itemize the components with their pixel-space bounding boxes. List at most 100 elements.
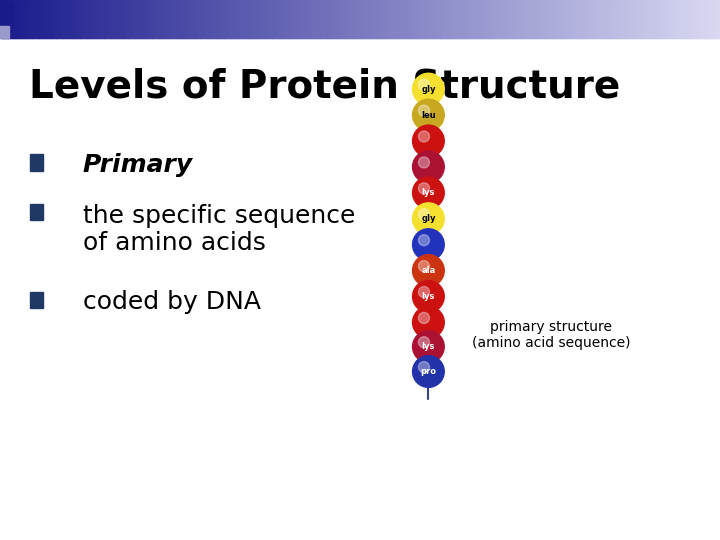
Bar xyxy=(600,0,604,38)
Bar xyxy=(333,0,338,38)
Bar xyxy=(468,0,472,38)
Bar xyxy=(324,0,328,38)
Bar xyxy=(257,0,261,38)
Bar xyxy=(50,0,54,38)
Bar xyxy=(269,0,273,38)
Ellipse shape xyxy=(413,281,444,312)
Bar xyxy=(355,0,359,38)
Bar xyxy=(228,0,232,38)
Bar xyxy=(149,0,153,38)
Bar xyxy=(45,0,50,38)
Bar xyxy=(9,0,14,38)
Bar xyxy=(235,0,239,38)
Bar xyxy=(677,0,680,38)
Bar xyxy=(420,0,424,38)
Ellipse shape xyxy=(418,79,430,90)
Bar xyxy=(511,0,515,38)
Ellipse shape xyxy=(413,356,444,387)
Bar xyxy=(629,0,633,38)
Ellipse shape xyxy=(413,307,444,338)
Bar xyxy=(65,0,68,38)
Bar xyxy=(63,0,66,38)
Bar xyxy=(557,0,561,38)
Bar xyxy=(634,0,637,38)
Bar xyxy=(581,0,585,38)
Bar xyxy=(187,0,191,38)
Bar xyxy=(137,0,140,38)
Text: pro: pro xyxy=(420,367,436,376)
Bar xyxy=(691,0,695,38)
Bar xyxy=(660,0,664,38)
Bar xyxy=(585,0,590,38)
Bar xyxy=(218,0,222,38)
Bar xyxy=(70,0,73,38)
Bar xyxy=(624,0,628,38)
Bar xyxy=(243,0,246,38)
Bar xyxy=(55,0,59,38)
Bar xyxy=(605,0,608,38)
Bar xyxy=(528,0,532,38)
Bar xyxy=(310,0,313,38)
Bar xyxy=(502,0,505,38)
Bar xyxy=(358,0,361,38)
Ellipse shape xyxy=(418,337,430,348)
Bar xyxy=(182,0,186,38)
Bar xyxy=(473,0,477,38)
Bar xyxy=(408,0,412,38)
Bar xyxy=(518,0,522,38)
Bar xyxy=(456,0,460,38)
Bar xyxy=(427,0,431,38)
Bar xyxy=(254,0,258,38)
Bar xyxy=(19,0,23,38)
Bar xyxy=(139,0,143,38)
Bar xyxy=(86,0,90,38)
Ellipse shape xyxy=(413,177,444,208)
Bar xyxy=(367,0,371,38)
Bar xyxy=(533,0,536,38)
Text: Primary: Primary xyxy=(83,153,193,177)
Bar xyxy=(466,0,469,38)
Bar xyxy=(405,0,410,38)
Bar xyxy=(216,0,220,38)
Bar xyxy=(374,0,378,38)
Bar xyxy=(266,0,270,38)
Bar xyxy=(492,0,496,38)
Bar xyxy=(598,0,601,38)
Bar xyxy=(650,0,654,38)
Bar xyxy=(264,0,268,38)
Bar xyxy=(163,0,167,38)
Bar xyxy=(612,0,616,38)
Bar xyxy=(274,0,277,38)
Bar xyxy=(571,0,575,38)
Bar xyxy=(631,0,635,38)
Bar xyxy=(307,0,311,38)
Bar xyxy=(29,0,32,38)
Bar xyxy=(475,0,479,38)
Bar xyxy=(276,0,280,38)
Bar xyxy=(490,0,493,38)
Text: gly: gly xyxy=(421,214,436,223)
Bar xyxy=(461,0,464,38)
Ellipse shape xyxy=(418,261,430,272)
Ellipse shape xyxy=(418,183,430,194)
Bar xyxy=(245,0,248,38)
Bar xyxy=(454,0,457,38)
Bar xyxy=(686,0,690,38)
Bar xyxy=(526,0,529,38)
Bar xyxy=(53,0,57,38)
Bar xyxy=(353,0,356,38)
Ellipse shape xyxy=(418,235,430,246)
Bar xyxy=(0,2,13,23)
Bar xyxy=(336,0,340,38)
Bar xyxy=(662,0,666,38)
Bar xyxy=(413,0,417,38)
Bar xyxy=(233,0,237,38)
Bar xyxy=(199,0,203,38)
Bar xyxy=(477,0,482,38)
Text: gly: gly xyxy=(421,85,436,93)
Bar xyxy=(513,0,518,38)
Bar xyxy=(250,0,253,38)
Bar xyxy=(101,0,104,38)
Bar xyxy=(146,0,150,38)
Bar xyxy=(27,0,30,38)
